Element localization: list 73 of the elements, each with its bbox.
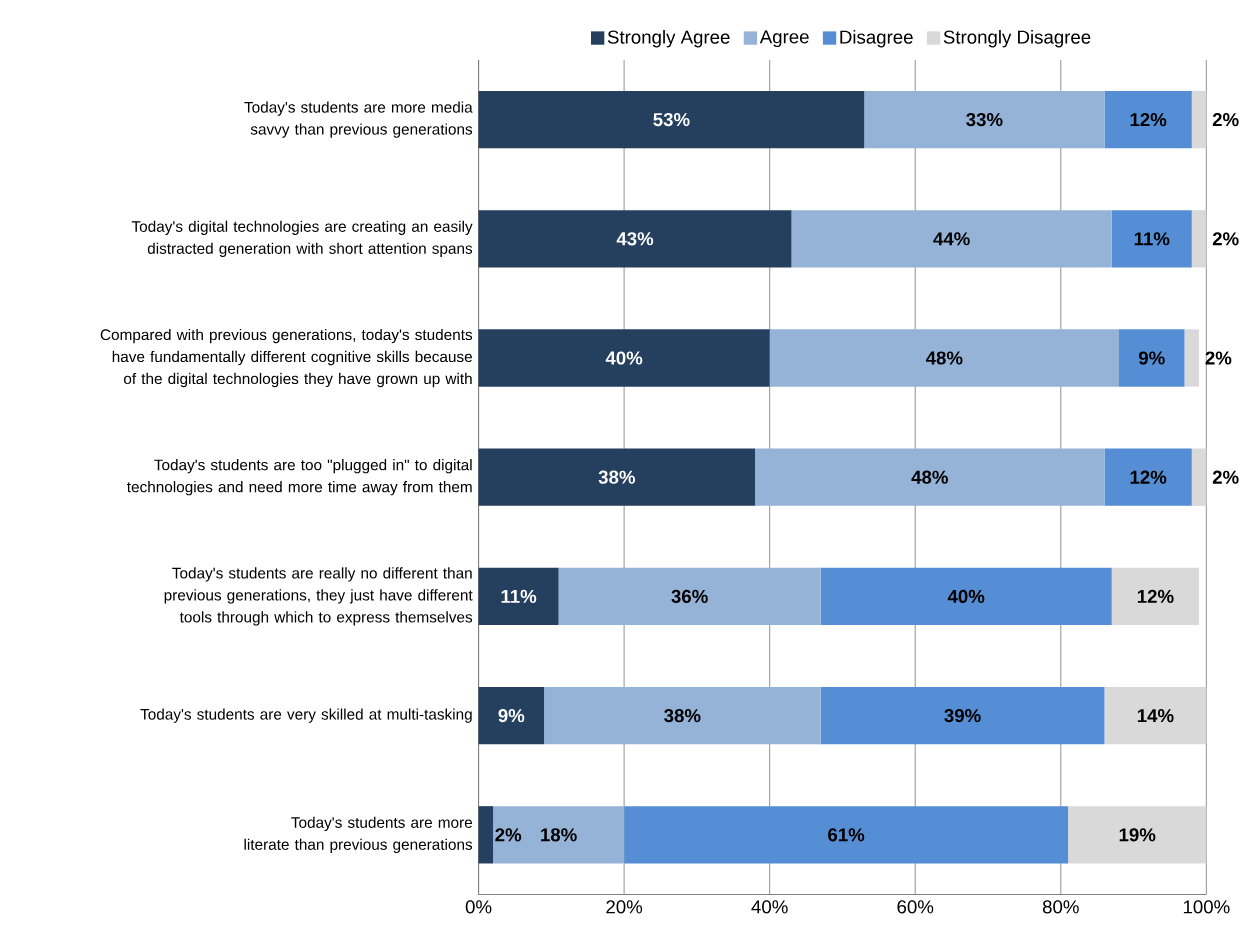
- data-label: 18%: [541, 827, 577, 842]
- bar: [755, 448, 1105, 506]
- bar: [1111, 209, 1192, 268]
- data-label: 12%: [1130, 470, 1167, 484]
- bar: [820, 567, 1112, 625]
- data-label: 11%: [501, 589, 537, 603]
- data-label: 48%: [911, 470, 948, 484]
- y-tick-label: Compared with previous generations, today's students have fundamentally different cognitive skills because of the digital technologies they have grown up with: [100, 328, 473, 387]
- data-label: 11%: [1134, 232, 1170, 246]
- data-label: 44%: [933, 232, 970, 246]
- y-tick-label: Today's students are really no different than previous generations, they just have different tools through which to express themselves: [164, 567, 473, 626]
- legend-label: Strongly Agree: [607, 29, 730, 48]
- bar: [1191, 90, 1207, 149]
- legend-label: Disagree: [840, 29, 913, 48]
- bar: [558, 567, 821, 625]
- x-tick-label: 20%: [606, 900, 643, 914]
- bar: [1111, 567, 1200, 625]
- data-label: 2%: [1212, 470, 1239, 484]
- bar: [493, 805, 625, 864]
- data-label: 38%: [664, 708, 701, 723]
- bar: [478, 805, 494, 864]
- bar: [478, 686, 545, 745]
- data-label: 14%: [1137, 708, 1174, 722]
- bar: [478, 209, 792, 268]
- data-label: 40%: [605, 351, 643, 365]
- bar: [1191, 209, 1207, 268]
- bar: [624, 805, 1069, 864]
- data-label: 2%: [495, 828, 522, 842]
- data-label: 2%: [1205, 351, 1232, 365]
- data-label: 9%: [1138, 351, 1165, 365]
- y-tick-label: Today's students are more media savvy than previous generations: [244, 101, 473, 138]
- bar: [1191, 448, 1207, 506]
- x-tick-label: 0%: [465, 900, 492, 914]
- bar: [791, 209, 1112, 268]
- bar: [478, 567, 559, 625]
- bar: [864, 90, 1105, 149]
- bar: [1104, 90, 1192, 149]
- data-label: 40%: [947, 589, 985, 603]
- x-tick-label: 60%: [897, 900, 934, 914]
- bar: [544, 686, 821, 745]
- x-tick-label: 80%: [1042, 900, 1079, 914]
- data-label: 9%: [498, 708, 525, 723]
- bar: [1068, 805, 1207, 864]
- data-label: 12%: [1130, 112, 1167, 126]
- legend-label: Agree: [759, 30, 809, 47]
- y-tick-label: Today's students are too "plugged in" to digital technologies and need more time away from them: [127, 458, 472, 496]
- data-label: 2%: [1212, 112, 1239, 126]
- legend-label: Strongly Disagree: [943, 29, 1091, 48]
- bar: [478, 90, 865, 149]
- data-label: 2%: [1212, 231, 1239, 246]
- bar: [1104, 448, 1192, 506]
- y-tick-label: Today's digital technologies are creating an easily distracted generation with short attention spans: [131, 220, 473, 257]
- bar: [1104, 686, 1207, 745]
- bar: [478, 448, 756, 506]
- data-label: 12%: [1137, 589, 1174, 603]
- x-tick-label: 40%: [751, 900, 788, 914]
- data-label: 43%: [616, 231, 654, 246]
- x-tick-label: 100%: [1183, 900, 1230, 914]
- bar: [1184, 329, 1200, 387]
- data-label: 61%: [828, 827, 865, 842]
- data-label: 33%: [966, 112, 1003, 127]
- data-label: 38%: [598, 470, 635, 484]
- data-label: 19%: [1119, 827, 1156, 842]
- y-tick-label: Today's students are very skilled at multi-tasking: [140, 708, 472, 723]
- bar: [478, 329, 770, 387]
- bar: [820, 686, 1105, 745]
- data-label: 48%: [925, 351, 963, 365]
- data-label: 39%: [944, 708, 981, 723]
- bar: [769, 329, 1120, 387]
- y-tick-label: Today's students are more literate than previous generations: [244, 816, 473, 853]
- data-label: 36%: [671, 589, 708, 603]
- data-label: 53%: [653, 112, 690, 127]
- bar: [1119, 329, 1185, 387]
